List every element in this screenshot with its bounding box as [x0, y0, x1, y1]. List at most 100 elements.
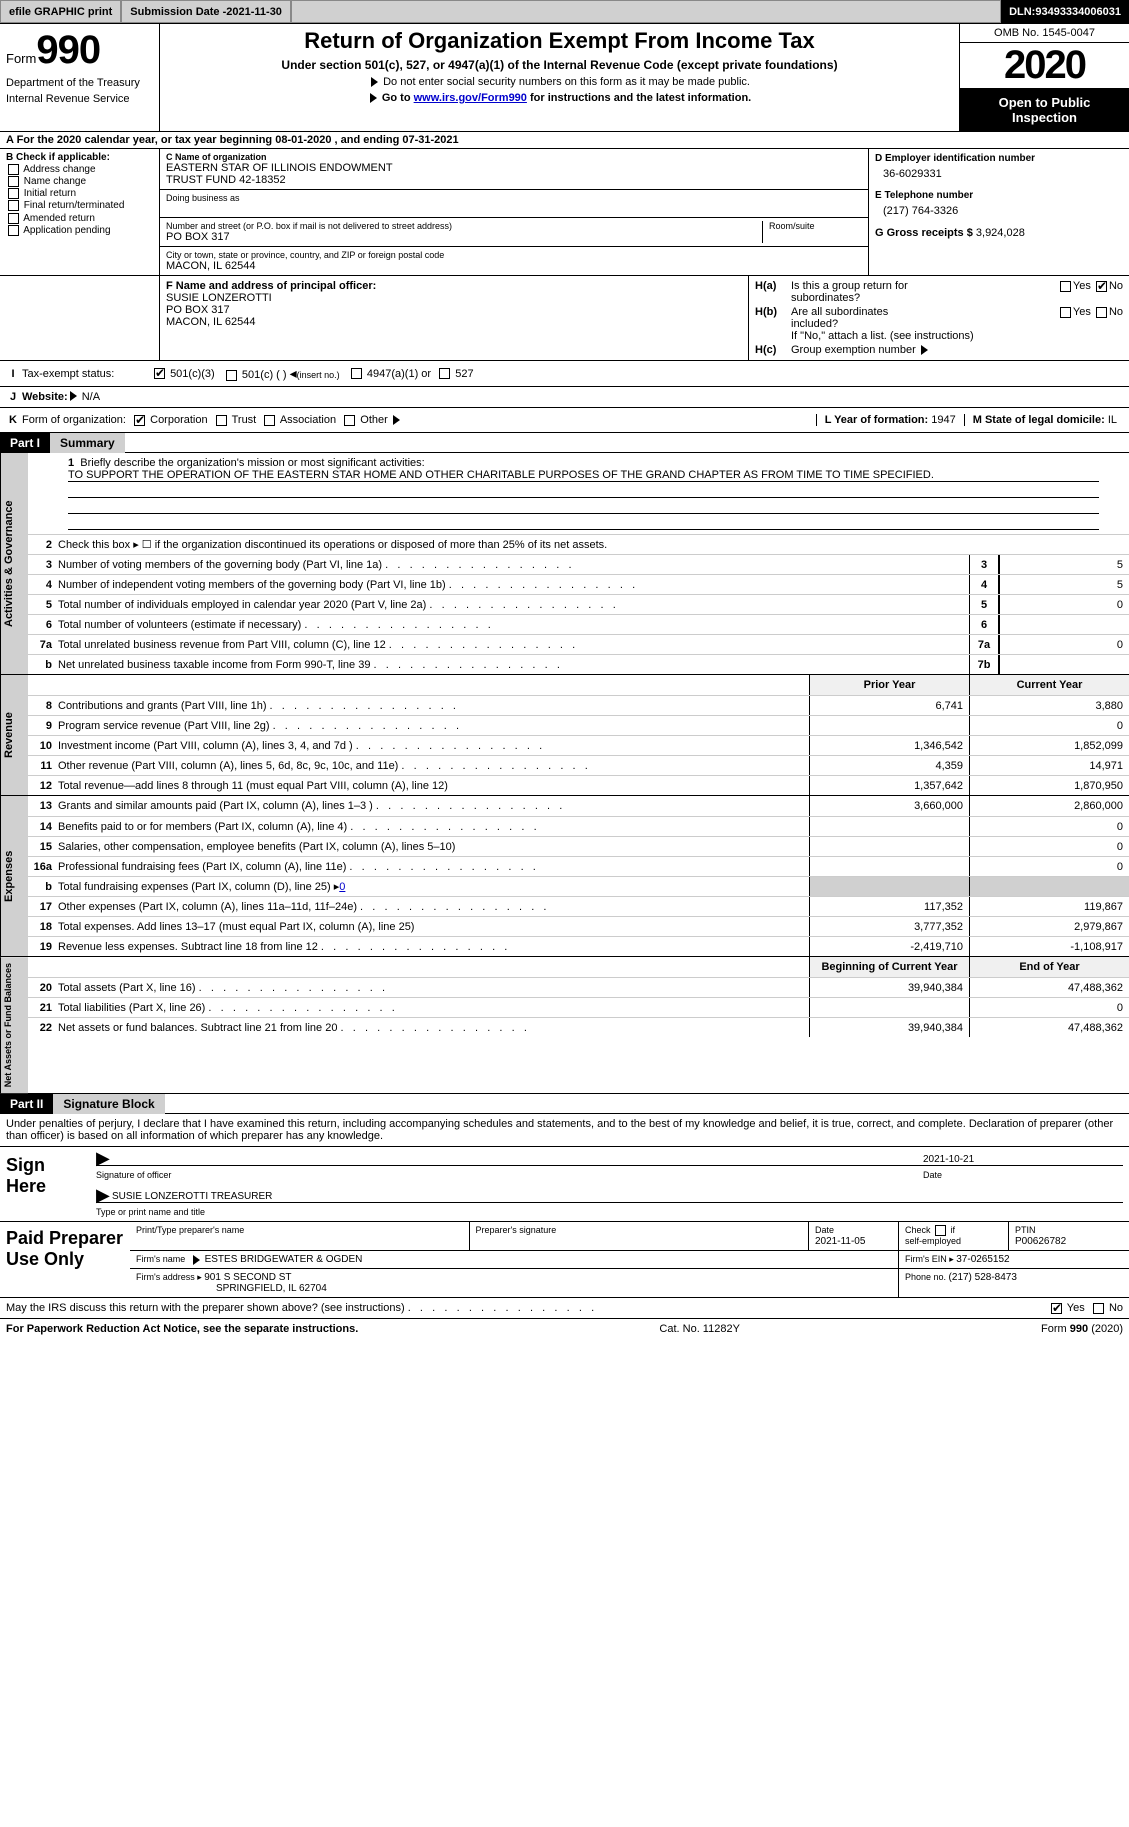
box-b: B Check if applicable: Address change Na…: [0, 149, 160, 275]
officer-print-name: SUSIE LONZEROTTI TREASURER: [112, 1191, 1123, 1202]
check-amended-return[interactable]: Amended return: [6, 213, 153, 224]
hb-no[interactable]: No: [1094, 306, 1123, 318]
fundraising-expenses-link[interactable]: 0: [339, 881, 345, 893]
paid-preparer: Paid Preparer Use Only Print/Type prepar…: [0, 1222, 1129, 1298]
footer-left: For Paperwork Reduction Act Notice, see …: [6, 1323, 358, 1335]
tax-501c3[interactable]: 501(c)(3): [152, 368, 215, 380]
discuss-no[interactable]: No: [1091, 1302, 1123, 1314]
ptin: P00626782: [1015, 1236, 1066, 1247]
tax-4947[interactable]: 4947(a)(1) or: [349, 368, 431, 380]
line-9: 9Program service revenue (Part VIII, lin…: [28, 715, 1129, 735]
part1-tag: Part I: [0, 433, 50, 453]
submission-date-value: 2021-11-30: [226, 6, 282, 18]
row-i: I Tax-exempt status: 501(c)(3) 501(c) ( …: [0, 361, 1129, 387]
j-text: Website:: [22, 391, 68, 403]
box-f: F Name and address of principal officer:…: [160, 276, 749, 360]
mission-text: TO SUPPORT THE OPERATION OF THE EASTERN …: [68, 469, 1099, 482]
year-cell: OMB No. 1545-0047 2020 Open to PublicIns…: [959, 24, 1129, 131]
form-subtitle: Under section 501(c), 527, or 4947(a)(1)…: [172, 58, 947, 72]
preparer-label: Paid Preparer Use Only: [0, 1222, 130, 1297]
part1-header: Part I Summary: [0, 433, 1129, 453]
officer-addr2: MACON, IL 62544: [166, 316, 742, 328]
box-b-header: B Check if applicable:: [6, 152, 153, 163]
check-initial-return[interactable]: Initial return: [6, 188, 153, 199]
date-caption: Date: [923, 1170, 1123, 1180]
title-cell: Return of Organization Exempt From Incom…: [160, 24, 959, 131]
row-j: J Website: N/A: [0, 387, 1129, 408]
form-number-cell: Form990 Department of the Treasury Inter…: [0, 24, 160, 131]
check-final-return[interactable]: Final return/terminated: [6, 200, 153, 211]
sign-date: 2021-10-21: [923, 1154, 1123, 1165]
instructions-link[interactable]: www.irs.gov/Form990: [414, 92, 527, 104]
check-name-change[interactable]: Name change: [6, 176, 153, 187]
dln-label: DLN:: [1009, 6, 1035, 18]
tax-period: A For the 2020 calendar year, or tax yea…: [0, 132, 1129, 149]
tax-501c[interactable]: 501(c) ( ) ◂(insert no.): [224, 365, 340, 382]
check-application-pending[interactable]: Application pending: [6, 225, 153, 236]
j-label: J: [4, 391, 22, 403]
year-formation: 1947: [931, 414, 955, 426]
line-4: 4Number of independent voting members of…: [28, 574, 1129, 594]
hb-yes[interactable]: Yes: [1058, 306, 1091, 318]
website: N/A: [82, 391, 100, 403]
signature-caption: Signature of officer: [96, 1170, 923, 1180]
part1-title: Summary: [50, 433, 125, 453]
form-word: Form: [6, 51, 36, 66]
box-c-label: C Name of organization: [166, 152, 267, 162]
arrow-icon: [70, 391, 77, 401]
vtab-governance: Activities & Governance: [0, 453, 28, 674]
top-bar: efile GRAPHIC print Submission Date - 20…: [0, 0, 1129, 24]
row-k: K Form of organization: Corporation Trus…: [0, 408, 1129, 433]
ha-no[interactable]: No: [1094, 280, 1123, 292]
line-6: 6Total number of volunteers (estimate if…: [28, 614, 1129, 634]
sign-here: Sign Here ▶ 2021-10-21 Signature of offi…: [0, 1147, 1129, 1222]
form-corporation[interactable]: Corporation: [132, 414, 208, 426]
form-other[interactable]: Other: [342, 414, 402, 426]
col-headers: Prior YearCurrent Year: [28, 675, 1129, 695]
check-address-change[interactable]: Address change: [6, 164, 153, 175]
na-col-headers: Beginning of Current YearEnd of Year: [28, 957, 1129, 977]
ein: 36-6029331: [883, 168, 1123, 180]
form-trust[interactable]: Trust: [214, 414, 257, 426]
l4-value: 5: [999, 575, 1129, 594]
org-name-1: EASTERN STAR OF ILLINOIS ENDOWMENT: [166, 162, 862, 174]
line-5: 5Total number of individuals employed in…: [28, 594, 1129, 614]
self-employed-checkbox[interactable]: [935, 1225, 946, 1236]
form-association[interactable]: Association: [262, 414, 336, 426]
sign-arrow-icon: ▶: [96, 1188, 112, 1202]
line-7b: bNet unrelated business taxable income f…: [28, 654, 1129, 674]
tax-527[interactable]: 527: [437, 368, 473, 380]
box-h: H(a) Is this a group return forsubordina…: [749, 276, 1129, 360]
ha-yes[interactable]: Yes: [1058, 280, 1091, 292]
submission-date: Submission Date - 2021-11-30: [121, 0, 291, 23]
firm-phone: (217) 528-8473: [949, 1272, 1017, 1283]
form-header: Form990 Department of the Treasury Inter…: [0, 24, 1129, 132]
l6-value: [999, 615, 1129, 634]
discuss-text: May the IRS discuss this return with the…: [6, 1302, 1049, 1314]
hc-label: H(c): [755, 344, 791, 356]
instructions-link-line: Go to www.irs.gov/Form990 for instructio…: [172, 92, 947, 104]
line-21: 21Total liabilities (Part X, line 26)0: [28, 997, 1129, 1017]
omb-number: OMB No. 1545-0047: [960, 24, 1129, 43]
org-name-2: TRUST FUND 42-18352: [166, 174, 862, 186]
city-label: City or town, state or province, country…: [166, 250, 862, 260]
city: MACON, IL 62544: [166, 260, 862, 272]
section-expenses: Expenses 13Grants and similar amounts pa…: [0, 796, 1129, 957]
ha-label: H(a): [755, 280, 791, 292]
l-label: L Year of formation:: [825, 414, 932, 426]
prep-h1: Print/Type preparer's name: [136, 1225, 244, 1235]
dept-treasury: Department of the Treasury: [6, 77, 153, 89]
box-d-label: D Employer identification number: [875, 153, 1123, 164]
sign-arrow-icon: ▶: [96, 1151, 112, 1165]
line-13: 13Grants and similar amounts paid (Part …: [28, 796, 1129, 816]
section-net-assets: Net Assets or Fund Balances Beginning of…: [0, 957, 1129, 1094]
box-c: C Name of organization EASTERN STAR OF I…: [160, 149, 869, 275]
room-label: Room/suite: [769, 221, 862, 231]
efile-print-button[interactable]: efile GRAPHIC print: [0, 0, 121, 23]
section-revenue: Revenue Prior YearCurrent Year 8Contribu…: [0, 675, 1129, 796]
l1-lead: Briefly describe the organization's miss…: [80, 457, 424, 469]
street: PO BOX 317: [166, 231, 762, 243]
arrow-icon: [193, 1255, 200, 1265]
discuss-yes[interactable]: Yes: [1049, 1302, 1085, 1314]
line-7a: 7aTotal unrelated business revenue from …: [28, 634, 1129, 654]
